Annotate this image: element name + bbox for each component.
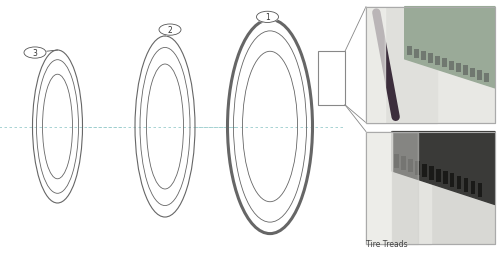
Bar: [366, 8, 495, 123]
Circle shape: [159, 25, 181, 36]
Polygon shape: [366, 132, 430, 244]
Bar: [436, 169, 440, 182]
Bar: [443, 171, 448, 185]
Bar: [471, 181, 476, 194]
Bar: [477, 71, 482, 80]
Bar: [366, 132, 495, 244]
Bar: [435, 57, 440, 66]
Bar: [366, 132, 495, 244]
Polygon shape: [366, 8, 437, 123]
Circle shape: [256, 12, 278, 23]
Polygon shape: [404, 8, 495, 89]
Bar: [408, 159, 413, 173]
Bar: [464, 179, 468, 192]
Bar: [422, 52, 426, 61]
Bar: [457, 176, 462, 189]
Bar: [442, 59, 448, 68]
Bar: [408, 47, 412, 56]
Text: 1: 1: [265, 13, 270, 22]
Bar: [394, 154, 399, 168]
Bar: [429, 166, 434, 180]
Bar: [449, 61, 454, 71]
Bar: [456, 64, 462, 73]
Bar: [366, 8, 495, 123]
Circle shape: [24, 48, 46, 59]
Bar: [415, 162, 420, 175]
Bar: [484, 73, 490, 83]
Bar: [450, 174, 454, 187]
Bar: [428, 54, 434, 64]
Text: 3: 3: [32, 49, 38, 58]
Bar: [463, 66, 468, 75]
Bar: [318, 52, 345, 105]
Polygon shape: [392, 132, 495, 205]
Text: Tire Treads: Tire Treads: [366, 239, 408, 248]
Bar: [402, 157, 406, 170]
Text: 2: 2: [168, 26, 172, 35]
Bar: [478, 183, 482, 197]
Bar: [422, 164, 426, 178]
Bar: [414, 49, 420, 59]
Bar: [470, 69, 476, 78]
